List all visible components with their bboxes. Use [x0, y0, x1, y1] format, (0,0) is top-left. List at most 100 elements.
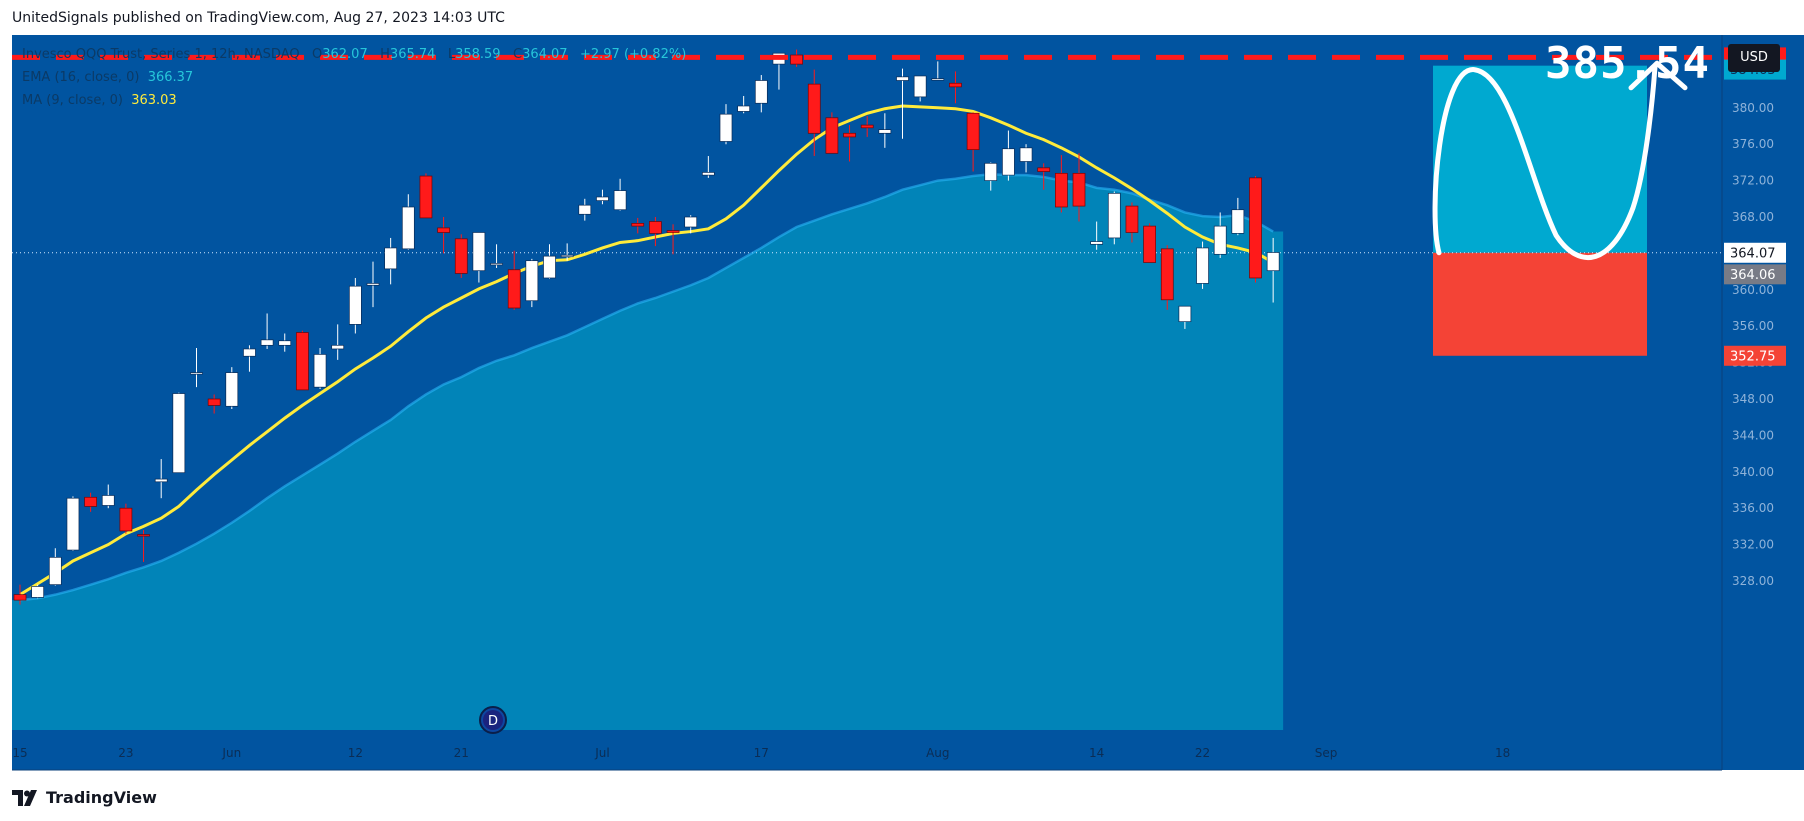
price-tick-label: 348.00: [1732, 392, 1774, 406]
candle-body: [790, 54, 803, 65]
price-tick-label: 336.00: [1732, 501, 1774, 515]
price-label-text: 352.75: [1730, 349, 1776, 364]
candle: [366, 261, 380, 308]
tradingview-logo[interactable]: TradingView: [12, 788, 157, 807]
candle-body: [1002, 148, 1015, 176]
candle: [13, 584, 27, 605]
legend-close: 364.07: [522, 47, 568, 62]
ema-area: [12, 174, 1284, 731]
candle: [613, 178, 627, 211]
candle-body: [313, 354, 327, 388]
candle-body: [296, 332, 309, 391]
candle-body: [154, 478, 168, 483]
candle-body: [1178, 305, 1192, 322]
candle-body: [984, 162, 998, 181]
candle-body: [1107, 192, 1121, 239]
price-label-text: 364.06: [1730, 268, 1776, 283]
time-tick-label: Aug: [926, 746, 949, 760]
ma-line: [19, 104, 1274, 596]
candle-body: [260, 339, 274, 346]
legend-ma-row[interactable]: MA (9, close, 0) 363.03: [22, 93, 177, 108]
price-tick-label: 340.00: [1732, 465, 1774, 479]
candle: [649, 217, 662, 247]
price-label-box: [1724, 345, 1786, 366]
legend-high-label: H: [380, 47, 390, 62]
candle-body: [1072, 172, 1086, 207]
candle-body: [560, 254, 574, 258]
candle: [825, 112, 839, 154]
price-label-text: 364.07: [1730, 246, 1776, 261]
price-tick-label: 332.00: [1732, 538, 1774, 552]
tradingview-brand: TradingView: [46, 788, 157, 807]
ma-series-line: [19, 104, 1274, 596]
candle-body: [437, 227, 450, 233]
candle: [1143, 223, 1156, 263]
svg-text:D: D: [488, 714, 498, 729]
candle-body: [243, 348, 256, 357]
candle: [1266, 237, 1280, 303]
candle-body: [472, 232, 486, 272]
candle: [1213, 212, 1227, 258]
candle: [1160, 245, 1174, 310]
candle: [525, 258, 539, 308]
forecast-arrow-head: [1628, 60, 1688, 91]
candle: [790, 49, 803, 67]
candle-body: [701, 172, 715, 176]
candle-body: [84, 496, 97, 507]
time-tick-label: Sep: [1315, 746, 1338, 760]
currency-button[interactable]: USD: [1728, 44, 1780, 72]
candle: [66, 496, 80, 551]
position-zones: [12, 65, 1722, 356]
candle-body: [684, 216, 698, 228]
candle: [1019, 144, 1033, 173]
candle: [1107, 191, 1121, 245]
legend-low: 358.59: [455, 47, 501, 62]
candle: [1037, 163, 1051, 190]
price-tick-label: 360.00: [1732, 283, 1774, 297]
profit-zone: [1433, 65, 1647, 253]
candle-body: [331, 344, 345, 350]
candle-body: [384, 247, 397, 270]
candle-body: [966, 112, 980, 151]
price-tick-label: 328.00: [1732, 574, 1774, 588]
candle: [154, 459, 168, 499]
price-chart[interactable]: 328.00 332.00 336.00 340.00 344.00 348.00 352.…: [0, 0, 1804, 780]
candle-body: [454, 238, 468, 274]
candle: [507, 250, 521, 310]
candle-body: [913, 75, 927, 98]
candle-body: [207, 398, 221, 406]
candle: [1090, 221, 1104, 250]
time-tick-label: 12: [348, 746, 363, 760]
candle-body: [490, 263, 503, 266]
time-axis: 15 23 Jun 12 21 Jul 17 Aug 14 22 Sep 18: [12, 746, 1722, 771]
candle-body: [48, 556, 62, 585]
legend-ma-value: 363.03: [131, 93, 177, 108]
candle-body: [101, 495, 115, 506]
candle-body: [349, 285, 362, 325]
candle-body: [754, 80, 768, 104]
publisher-line: UnitedSignals published on TradingView.c…: [12, 10, 505, 26]
ema-area-fill: [12, 174, 1284, 731]
candle: [31, 584, 44, 599]
candle-body: [1160, 248, 1174, 301]
candle-body: [401, 206, 415, 250]
candle: [243, 345, 256, 372]
candle: [1125, 202, 1139, 243]
price-label-box: [1724, 264, 1786, 285]
price-tick-label: 368.00: [1732, 210, 1774, 224]
legend-ma-label: MA (9, close, 0): [22, 93, 123, 108]
time-tick-label: 18: [1495, 746, 1510, 760]
candle-body: [1019, 147, 1033, 162]
legend-ema-row[interactable]: EMA (16, close, 0) 366.37: [22, 70, 193, 85]
candle: [878, 113, 892, 148]
candles: [13, 49, 1280, 605]
candle: [860, 115, 874, 137]
price-tick-label: 344.00: [1732, 428, 1774, 442]
dividend-marker[interactable]: D: [479, 706, 507, 734]
candle-body: [860, 124, 874, 129]
candle-body: [1266, 252, 1280, 272]
candle-body: [1090, 241, 1104, 245]
candle-body: [931, 78, 945, 81]
time-tick-label: 21: [454, 746, 469, 760]
candle: [684, 215, 698, 234]
